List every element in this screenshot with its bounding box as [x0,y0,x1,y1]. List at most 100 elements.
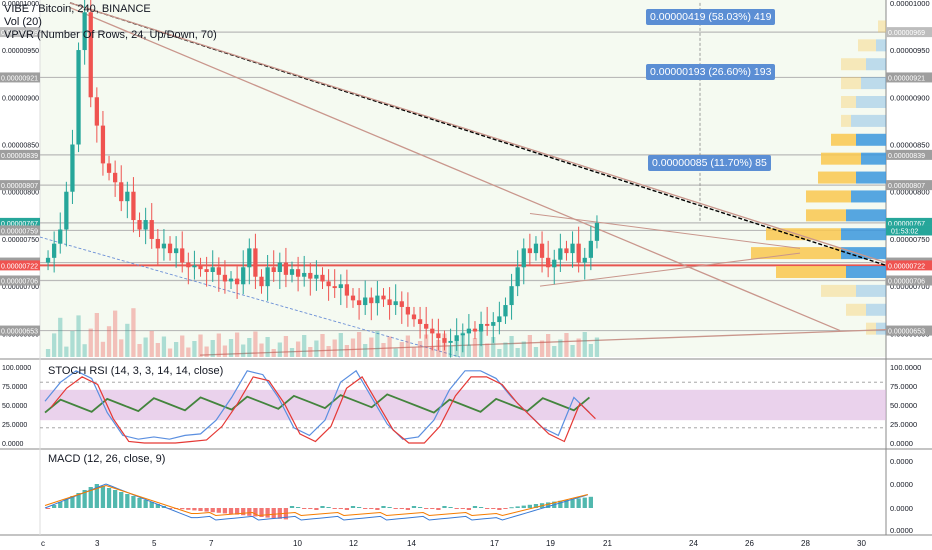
left-price-badge-text: 0.00000839 [1,153,38,160]
candle-body [454,335,459,341]
volume-bar [405,335,411,357]
stoch-tick: 0.0000 [890,439,913,448]
candle-body [45,257,51,263]
candle-body [125,191,130,202]
macd-histogram-bar [448,507,453,508]
right-price-badge [886,149,932,160]
macd-histogram-bar [503,508,508,509]
candle-body [363,297,368,306]
macd-histogram-bar [106,488,112,508]
macd-histogram-bar [411,506,417,508]
candle-body [161,243,167,249]
stoch-tick: 50.0000 [890,401,917,410]
volume-bar [70,331,75,357]
left-price-badge-text: 0.00000759 [1,228,38,235]
candle-body [289,269,295,275]
volume-bar [137,344,142,357]
macd-histogram-bar [192,508,197,511]
macd-histogram-bar [466,508,472,510]
candle-body [64,191,69,230]
macd-histogram-bar [137,498,142,508]
right-price-badge-text: 0.00000722 [888,263,925,270]
measure-label-2: 0.00000193 (26.60%) 193 [646,64,776,80]
macd-histogram-bar [417,507,423,508]
stoch-rsi-line [44,393,591,414]
volume-bar [198,334,203,357]
volume-bar [277,342,282,357]
left-tick-label: 0.00001000 [2,1,39,8]
macd-tick: 0.0000 [890,457,913,466]
macd-histogram-bar [344,508,350,510]
right-price-badge-text: 0.00000839 [888,153,925,160]
macd-histogram-bar [247,508,252,516]
right-price-badge-text: 0.00000767 [888,221,925,228]
volume-bar [155,343,160,357]
left-price-badge-text: 0.00000921 [1,75,38,82]
candle-body [356,300,362,306]
macd-histogram-bar [58,502,63,508]
volume-profile-down [841,247,886,260]
macd-histogram-bar [289,506,295,508]
volume-profile-up [858,39,876,52]
x-tick-label: c [41,539,45,548]
candle-body [515,267,520,287]
measure-label-1: 0.00000419 (58.03%) 419 [646,9,776,25]
trendline-wedge [69,6,841,332]
macd-histogram-bar [588,496,593,508]
macd-histogram-bar [314,508,319,510]
volume-bar [344,345,350,357]
candle-body [344,284,350,296]
candle-body [436,333,441,339]
volume-bar [265,337,270,357]
volume-bar [241,344,246,357]
macd-histogram-bar [381,506,386,508]
macd-histogram-bar [82,490,87,508]
macd-histogram-bar [45,508,51,509]
candle-body [417,319,423,324]
macd-histogram-bar [265,508,270,518]
x-tick-label: 30 [857,539,866,548]
right-price-badge [886,260,932,271]
x-tick-label: 26 [745,539,754,548]
volume-bar [302,335,307,357]
right-price-badge [886,27,932,38]
macd-histogram-bar [119,492,124,508]
volume-bar [448,345,453,357]
volume-profile-up [821,284,856,297]
volume-bar [454,339,459,357]
volume-profile-up [806,209,846,222]
volume-bar [485,343,490,357]
macd-histogram-bar [94,484,99,508]
volume-bar [570,345,575,357]
macd-label: MACD (12, 26, close, 9) [48,453,166,465]
right-price-badge [886,217,932,228]
x-tick-label: 12 [349,539,358,548]
candle-body [82,12,87,51]
candle-body [546,257,551,268]
candle-body [332,286,337,289]
macd-histogram-bar [393,508,398,509]
candle-body [314,274,319,279]
macd-histogram-bar [302,508,307,509]
volume-bar [259,343,264,357]
volume-bar [503,342,508,357]
macd-histogram-bar [338,508,343,509]
candle-body [594,222,600,241]
macd-histogram-bar [308,508,313,509]
macd-histogram-bar [454,508,459,509]
candle-body [283,262,289,275]
macd-histogram-bar [155,504,160,508]
candle-body [466,328,472,334]
candle-body [253,248,258,277]
volume-bar [58,317,63,357]
volume-bar [582,332,587,357]
stoch-d-line [50,376,596,444]
candle-body [167,243,173,254]
x-tick-label: 19 [546,539,555,548]
channel-bottom [539,252,801,287]
volume-bar [564,333,569,357]
volume-profile-down [856,133,886,146]
volume-bar [546,334,551,357]
candle-body [424,323,429,329]
